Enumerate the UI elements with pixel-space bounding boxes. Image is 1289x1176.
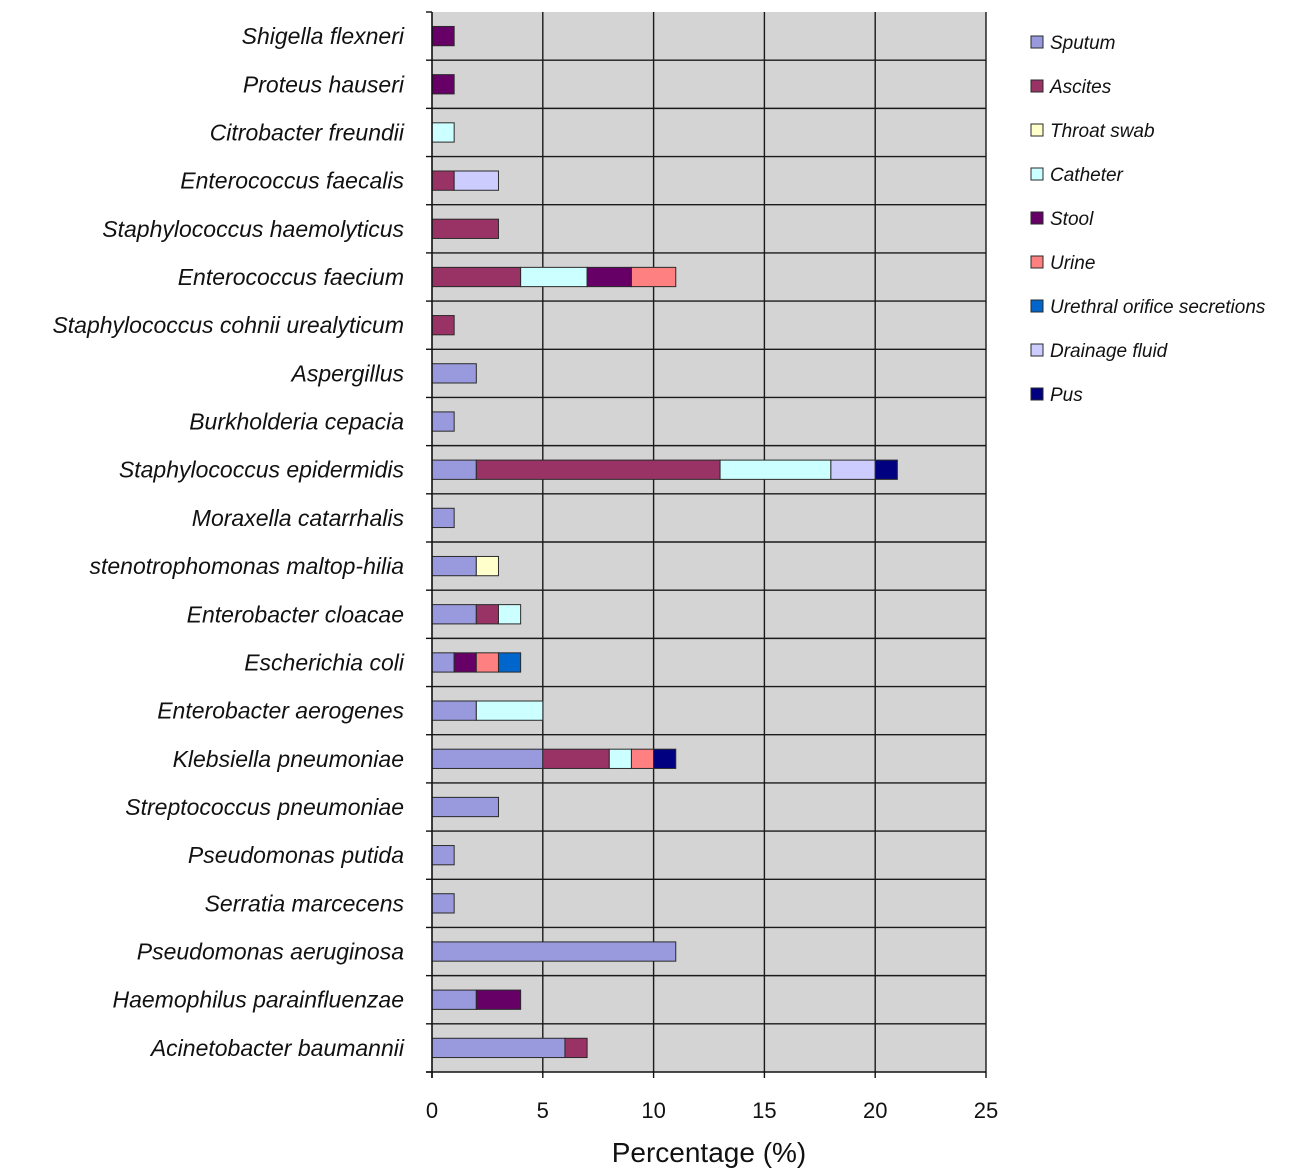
- category-label-enterobacter-aerogenes: Enterobacter aerogenes: [157, 698, 404, 724]
- legend-swatch-throat-swab: [1030, 123, 1044, 137]
- bar-segment-sputum-staphylococcus-epidermidis: [431, 459, 477, 480]
- bar-segment-stool-haemophilus-parainfluenzae: [475, 989, 522, 1010]
- legend-label-stool: Stool: [1050, 209, 1094, 230]
- bar-segment-ascites-staphylococcus-cohnii-urealyticum: [431, 315, 455, 336]
- category-label-enterobacter-cloacae: Enterobacter cloacae: [187, 601, 404, 627]
- bar-segment-ascites-klebsiella-pneumoniae: [542, 748, 610, 769]
- grid-lines: [432, 12, 987, 1072]
- category-label-proteus-hauseri: Proteus hauseri: [243, 71, 405, 97]
- bar-segment-ascites-enterococcus-faecalis: [431, 170, 455, 191]
- bar-segment-sputum-stenotrophomonas-maltop-hilia: [431, 555, 477, 577]
- bar-segment-stool-proteus-hauseri: [431, 74, 455, 95]
- bar-segment-ascites-staphylococcus-haemolyticus: [431, 218, 499, 239]
- legend-label-urethral-orifice-secretions: Urethral orifice secretions: [1050, 297, 1266, 318]
- bars-layer: [431, 25, 898, 1059]
- category-label-serratia-marcecens: Serratia marcecens: [205, 890, 405, 916]
- x-tick-labels: 0 5 10 15 20 25: [426, 1098, 998, 1123]
- category-label-acinetobacter-baumannii: Acinetobacter baumannii: [149, 1035, 405, 1061]
- bar-segment-sputum-streptococcus-pneumoniae: [431, 796, 499, 818]
- bar-segment-sputum-escherichia-coli: [431, 652, 455, 673]
- x-tick-label-20: 20: [863, 1098, 887, 1123]
- bar-segment-pus-staphylococcus-epidermidis: [874, 459, 898, 480]
- category-labels: Shigella flexneri Proteus hauseri Citrobac…: [52, 23, 404, 1061]
- legend-swatch-ascites: [1030, 79, 1044, 93]
- bar-segment-throat-swab-stenotrophomonas-maltop-hilia: [475, 555, 499, 577]
- bar-segment-ascites-enterococcus-faecium: [431, 266, 522, 288]
- bar-segment-sputum-pseudomonas-aeruginosa: [431, 941, 677, 962]
- bar-segment-catheter-enterococcus-faecium: [520, 266, 588, 288]
- bar-segment-sputum-klebsiella-pneumoniae: [431, 748, 544, 769]
- category-label-shigella-flexneri: Shigella flexneri: [242, 23, 405, 49]
- legend-label-ascites: Ascites: [1049, 77, 1112, 98]
- category-label-staphylococcus-cohnii-urealyticum: Staphylococcus cohnii urealyticum: [52, 312, 404, 338]
- bar-segment-catheter-enterobacter-aerogenes: [475, 700, 544, 721]
- category-label-escherichia-coli: Escherichia coli: [244, 649, 405, 675]
- legend-label-urine: Urine: [1050, 253, 1095, 274]
- legend-swatch-urethral-orifice-secretions: [1030, 299, 1044, 313]
- legend-label-drainage-fluid: Drainage fluid: [1050, 341, 1169, 362]
- legend-swatch-drainage-fluid: [1030, 343, 1044, 357]
- bar-segment-sputum-moraxella-catarrhalis: [431, 507, 455, 529]
- category-label-enterococcus-faecium: Enterococcus faecium: [178, 264, 404, 290]
- category-label-staphylococcus-epidermidis: Staphylococcus epidermidis: [119, 457, 405, 483]
- legend-swatch-catheter: [1030, 167, 1044, 181]
- x-axis-title: Percentage (%): [612, 1137, 807, 1168]
- bar-segment-catheter-enterobacter-cloacae: [497, 604, 522, 625]
- bar-segment-stool-enterococcus-faecium: [586, 266, 632, 288]
- legend: Sputum Ascites Throat swab Catheter Stool Uri…: [1030, 33, 1266, 406]
- bar-segment-stool-shigella-flexneri: [431, 25, 455, 47]
- legend-swatch-pus: [1030, 387, 1044, 401]
- legend-label-throat-swab: Throat swab: [1050, 121, 1155, 142]
- bar-segment-urine-enterococcus-faecium: [630, 266, 677, 288]
- category-label-streptococcus-pneumoniae: Streptococcus pneumoniae: [125, 794, 404, 820]
- x-tick-label-0: 0: [426, 1098, 438, 1123]
- x-tick-label-10: 10: [641, 1098, 665, 1123]
- category-label-burkholderia-cepacia: Burkholderia cepacia: [189, 409, 404, 435]
- category-label-klebsiella-pneumoniae: Klebsiella pneumoniae: [173, 746, 404, 772]
- bar-segment-sputum-pseudomonas-putida: [431, 845, 455, 866]
- bar-segment-sputum-enterobacter-aerogenes: [431, 700, 477, 721]
- legend-swatch-urine: [1030, 255, 1044, 269]
- category-label-citrobacter-freundii: Citrobacter freundii: [210, 119, 405, 145]
- bar-segment-urine-escherichia-coli: [475, 652, 499, 673]
- bar-segment-sputum-enterobacter-cloacae: [431, 604, 477, 625]
- bar-segment-drainage-fluid-staphylococcus-epidermidis: [830, 459, 876, 480]
- bar-segment-sputum-haemophilus-parainfluenzae: [431, 989, 477, 1010]
- category-label-aspergillus: Aspergillus: [290, 360, 405, 386]
- x-tick-label-15: 15: [752, 1098, 776, 1123]
- bar-segment-stool-escherichia-coli: [453, 652, 477, 673]
- bar-segment-pus-klebsiella-pneumoniae: [653, 748, 677, 769]
- category-label-enterococcus-faecalis: Enterococcus faecalis: [180, 168, 404, 194]
- legend-label-pus: Pus: [1050, 385, 1083, 406]
- x-tick-label-25: 25: [974, 1098, 998, 1123]
- bar-segment-urine-klebsiella-pneumoniae: [630, 748, 655, 769]
- bar-segment-catheter-klebsiella-pneumoniae: [608, 748, 632, 769]
- bar-segment-sputum-aspergillus: [431, 363, 477, 384]
- legend-label-sputum: Sputum: [1050, 33, 1115, 54]
- category-label-haemophilus-parainfluenzae: Haemophilus parainfluenzae: [112, 987, 404, 1013]
- category-label-pseudomonas-putida: Pseudomonas putida: [188, 842, 404, 868]
- bar-segment-ascites-acinetobacter-baumannii: [564, 1037, 588, 1059]
- legend-swatch-sputum: [1030, 35, 1044, 49]
- bar-segment-ascites-enterobacter-cloacae: [475, 604, 499, 625]
- axes: [426, 11, 987, 1078]
- legend-swatch-stool: [1030, 211, 1044, 225]
- category-label-staphylococcus-haemolyticus: Staphylococcus haemolyticus: [102, 216, 404, 242]
- bar-segment-drainage-fluid-enterococcus-faecalis: [453, 170, 499, 191]
- bar-segment-sputum-serratia-marcecens: [431, 893, 455, 914]
- bar-segment-catheter-staphylococcus-epidermidis: [719, 459, 832, 480]
- bar-segment-sputum-acinetobacter-baumannii: [431, 1037, 566, 1059]
- category-label-stenotrophomonas-maltop-hilia: stenotrophomonas maltop-hilia: [89, 553, 404, 579]
- category-label-moraxella-catarrhalis: Moraxella catarrhalis: [192, 505, 405, 531]
- bar-segment-sputum-burkholderia-cepacia: [431, 411, 455, 432]
- x-tick-label-5: 5: [537, 1098, 549, 1123]
- legend-label-catheter: Catheter: [1050, 165, 1124, 186]
- category-label-pseudomonas-aeruginosa: Pseudomonas aeruginosa: [137, 939, 404, 965]
- bar-segment-urethral-orifice-secretions-escherichia-coli: [497, 652, 522, 673]
- bar-segment-ascites-staphylococcus-epidermidis: [475, 459, 721, 480]
- bar-segment-catheter-citrobacter-freundii: [431, 122, 455, 143]
